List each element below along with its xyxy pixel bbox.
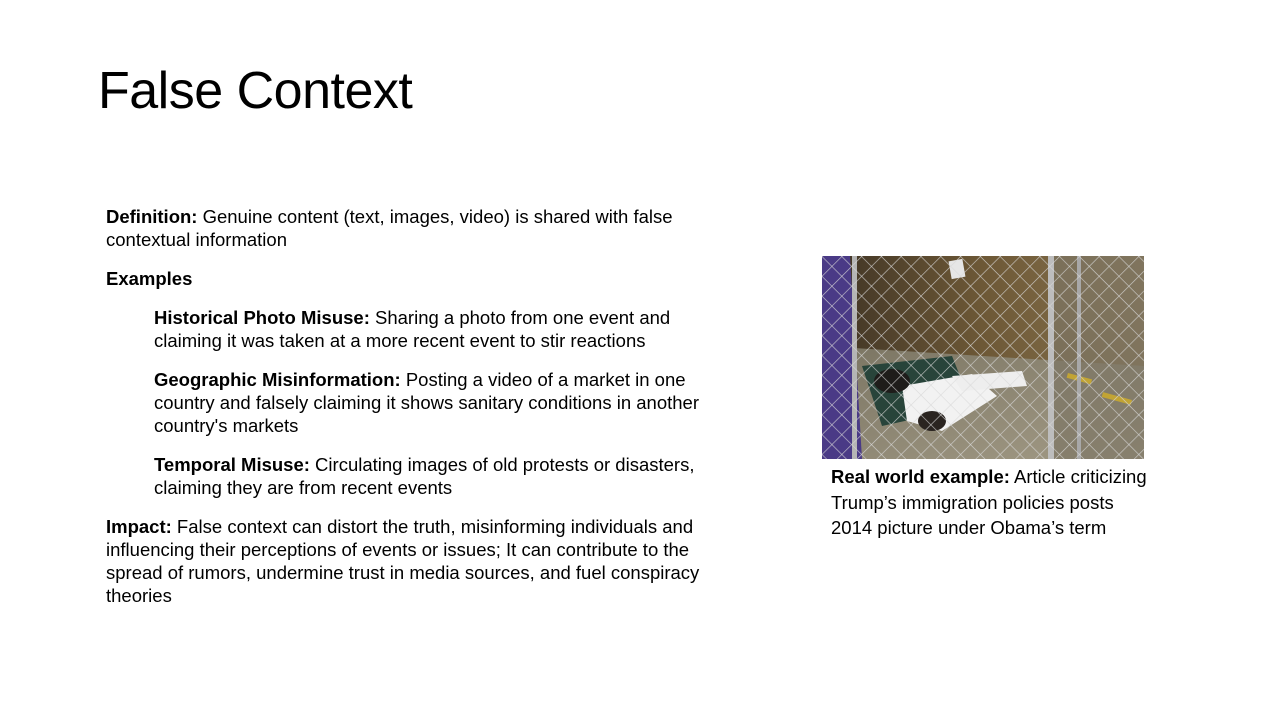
example-label: Historical Photo Misuse:	[154, 307, 370, 328]
example-item: Temporal Misuse: Circulating images of o…	[154, 453, 706, 499]
impact-text: False context can distort the truth, mis…	[106, 516, 700, 606]
example-text: Posting a video of a market in one count…	[154, 369, 700, 436]
photo-caption: Real world example: Article criticizing …	[831, 464, 1151, 541]
impact-label: Impact:	[106, 516, 172, 537]
example-label: Geographic Misinformation:	[154, 369, 401, 390]
definition-paragraph: Definition: Genuine content (text, image…	[106, 205, 706, 251]
caption-text: Article criticizing Trump’s immigration …	[831, 466, 1147, 538]
example-item: Geographic Misinformation: Posting a vid…	[154, 368, 706, 437]
examples-heading: Examples	[106, 267, 706, 290]
definition-label: Definition:	[106, 206, 198, 227]
examples-heading-label: Examples	[106, 268, 193, 289]
body-text: Definition: Genuine content (text, image…	[106, 205, 706, 623]
definition-text: Genuine content (text, images, video) is…	[106, 206, 673, 250]
example-label: Temporal Misuse:	[154, 454, 310, 475]
impact-paragraph: Impact: False context can distort the tr…	[106, 515, 706, 607]
example-text: Circulating images of old protests or di…	[154, 454, 695, 498]
example-text: Sharing a photo from one event and claim…	[154, 307, 671, 351]
example-item: Historical Photo Misuse: Sharing a photo…	[154, 306, 706, 352]
photo-image-icon	[822, 256, 1144, 459]
slide-title: False Context	[98, 62, 413, 120]
detention-photo	[822, 256, 1144, 459]
caption-label: Real world example:	[831, 466, 1010, 487]
